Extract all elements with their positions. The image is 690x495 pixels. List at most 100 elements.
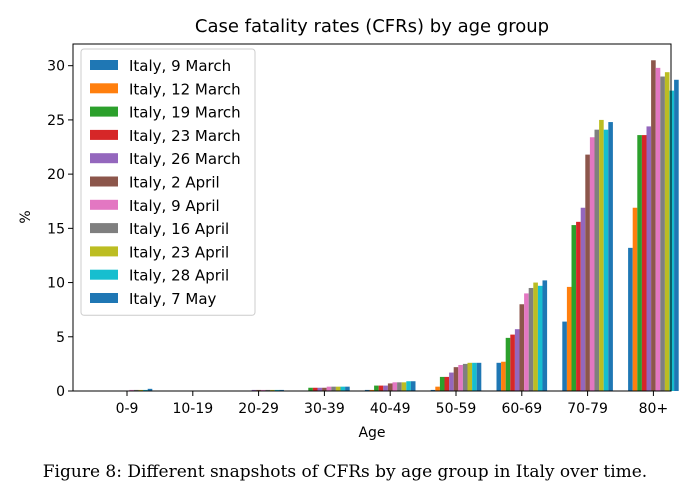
- bar: [143, 389, 148, 391]
- bar: [256, 389, 261, 391]
- bar: [594, 129, 600, 392]
- bar: [364, 389, 370, 391]
- bar: [401, 382, 407, 391]
- bar: [641, 135, 647, 391]
- bar: [260, 389, 266, 391]
- bar: [462, 363, 468, 391]
- x-tick-label: 20-29: [238, 401, 279, 417]
- x-tick-label: 40-49: [370, 401, 411, 417]
- bar: [133, 389, 139, 391]
- bar: [369, 389, 375, 391]
- bar: [589, 137, 595, 391]
- bar: [496, 362, 502, 391]
- bar: [669, 90, 675, 391]
- legend-label: Italy, 19 March: [129, 104, 241, 122]
- bar: [628, 247, 633, 391]
- legend-label: Italy, 16 April: [129, 220, 229, 238]
- legend-swatch: [90, 199, 118, 210]
- bars-layer: [129, 60, 679, 392]
- legend-swatch: [90, 129, 118, 140]
- bar: [387, 383, 393, 391]
- bar: [279, 389, 284, 391]
- y-axis: 0 5 10 15 20 25 30: [47, 59, 73, 400]
- bar: [524, 293, 529, 391]
- bar: [397, 382, 402, 391]
- y-tick-label: 10: [47, 276, 65, 292]
- bar: [378, 385, 384, 391]
- bar: [449, 372, 454, 391]
- bar: [510, 334, 515, 391]
- bar: [383, 385, 388, 391]
- bar: [374, 385, 379, 391]
- bar: [270, 389, 275, 391]
- x-tick-label: 0-9: [116, 401, 139, 417]
- bar: [274, 389, 280, 391]
- plot-frame: [72, 43, 672, 392]
- bar: [430, 389, 436, 391]
- bar: [660, 76, 665, 391]
- bar: [138, 389, 144, 391]
- bar: [603, 129, 609, 392]
- legend-label: Italy, 9 March: [129, 57, 231, 75]
- bar: [340, 386, 346, 391]
- bar: [571, 225, 577, 391]
- bar: [439, 376, 445, 391]
- bar: [514, 329, 520, 391]
- y-tick-label: 0: [56, 384, 65, 400]
- bar: [410, 381, 416, 391]
- bar: [674, 79, 679, 391]
- bar: [322, 387, 327, 391]
- legend-label: Italy, 23 March: [129, 127, 241, 145]
- bar: [265, 389, 271, 391]
- x-tick-label: 70-79: [567, 401, 608, 417]
- legend-swatch: [90, 246, 118, 257]
- legend-swatch: [90, 269, 118, 280]
- x-tick-label: 60-69: [501, 401, 542, 417]
- legend: Italy, 9 March Italy, 12 March Italy, 19 M…: [80, 48, 256, 316]
- bar: [406, 381, 411, 391]
- bar: [476, 362, 482, 391]
- bar: [599, 119, 604, 391]
- bar: [501, 361, 506, 391]
- bar: [537, 285, 543, 391]
- bar: [505, 337, 511, 391]
- legend-box: [80, 48, 256, 316]
- bar: [331, 386, 336, 391]
- legend-swatch: [90, 176, 118, 187]
- legend-swatch: [90, 223, 118, 234]
- bar: [580, 207, 586, 391]
- bar: [317, 387, 323, 391]
- legend-label: Italy, 7 May: [129, 290, 217, 308]
- legend-swatch: [90, 293, 118, 303]
- bar: [326, 386, 332, 391]
- bar: [664, 72, 670, 391]
- bar: [608, 122, 613, 391]
- bar: [308, 387, 313, 391]
- bar: [542, 280, 548, 391]
- bar: [472, 362, 477, 391]
- bar: [453, 367, 459, 391]
- bar: [576, 221, 581, 391]
- legend-label: Italy, 28 April: [129, 267, 229, 285]
- legend-swatch: [90, 83, 118, 94]
- x-tick-label: 50-59: [436, 401, 477, 417]
- x-tick-label: 80+: [639, 401, 669, 417]
- x-tick-label: 30-39: [304, 401, 345, 417]
- bar: [646, 126, 652, 391]
- chart-title: Case fatality rates (CFRs) by age group: [195, 16, 549, 37]
- bar: [467, 362, 473, 391]
- legend-swatch: [90, 153, 118, 164]
- y-tick-label: 30: [47, 59, 65, 75]
- bar: [533, 282, 538, 391]
- bar: [632, 207, 638, 391]
- bar: [345, 386, 350, 391]
- bar: [566, 286, 572, 391]
- legend-label: Italy, 2 April: [129, 174, 220, 192]
- legend-swatch: [90, 60, 118, 70]
- x-axis-label: Age: [358, 425, 385, 441]
- bar: [335, 386, 341, 391]
- bar: [444, 376, 450, 391]
- legend-label: Italy, 23 April: [129, 243, 229, 261]
- bar: [392, 382, 398, 391]
- bar: [519, 304, 525, 391]
